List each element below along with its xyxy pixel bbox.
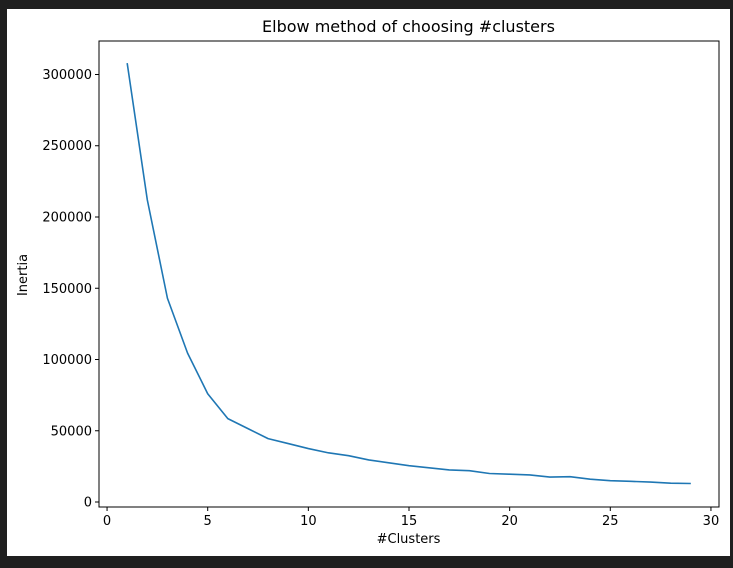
y-axis-label: Inertia [16,254,31,296]
x-tick-label: 25 [602,514,619,529]
elbow-chart: Elbow method of choosing #clusters 0 5 10 1… [16,17,720,547]
series-line-0 [126,62,691,485]
y-tick-label: 250000 [42,139,92,154]
y-tick-label: 100000 [42,353,92,368]
x-axis: 0 5 10 15 20 25 30 [103,507,719,529]
y-tick-label: 300000 [42,68,92,83]
x-tick-label: 5 [204,514,212,529]
x-tick-label: 20 [501,514,518,529]
x-tick-label: 10 [300,514,317,529]
plot-area [98,40,720,508]
plot-frame [98,40,720,508]
x-tick-label: 0 [103,514,111,529]
y-axis: 0 50000 100000 150000 200000 250000 300000 [42,68,99,511]
y-tick-label: 200000 [42,210,92,225]
x-tick-label: 30 [703,514,720,529]
y-tick-label: 150000 [42,282,92,297]
y-tick-label: 50000 [51,424,92,439]
chart-title: Elbow method of choosing #clusters [262,17,555,36]
figure-canvas: Elbow method of choosing #clusters 0 5 10 1… [7,9,730,556]
x-axis-label: #Clusters [377,532,441,547]
y-tick-label: 0 [84,496,92,511]
x-tick-label: 15 [401,514,418,529]
